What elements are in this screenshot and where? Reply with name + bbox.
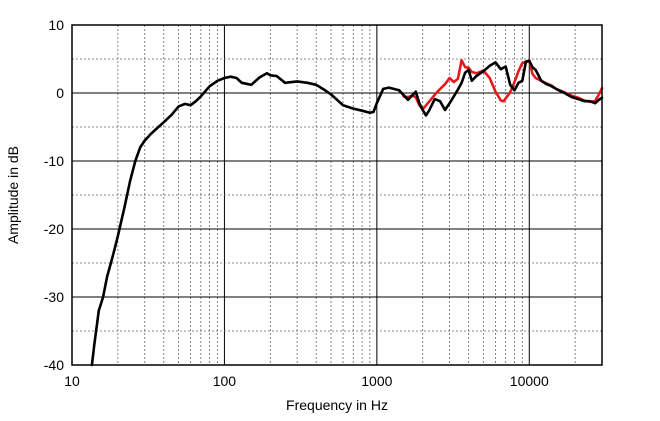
y-tick-label: 10: [48, 17, 64, 33]
series-line-1: [90, 59, 604, 367]
x-tick-labels: 10 100 1000 10000: [64, 373, 549, 389]
y-tick-label: -10: [44, 153, 64, 169]
y-tick-label: -30: [44, 289, 64, 305]
y-axis-label: Amplitude in dB: [5, 146, 21, 244]
series-group: [90, 59, 604, 367]
x-tick-label: 1000: [361, 373, 392, 389]
x-axis-label: Frequency in Hz: [286, 397, 388, 413]
x-tick-label: 10000: [510, 373, 549, 389]
y-tick-labels: 10 0 -10 -20 -30 -40: [44, 17, 64, 373]
y-tick-label: -20: [44, 221, 64, 237]
plot-frame: [71, 24, 603, 366]
y-tick-label: 0: [56, 85, 64, 101]
x-tick-label: 10: [64, 373, 80, 389]
y-tick-label: -40: [44, 357, 64, 373]
x-tick-label: 100: [213, 373, 237, 389]
